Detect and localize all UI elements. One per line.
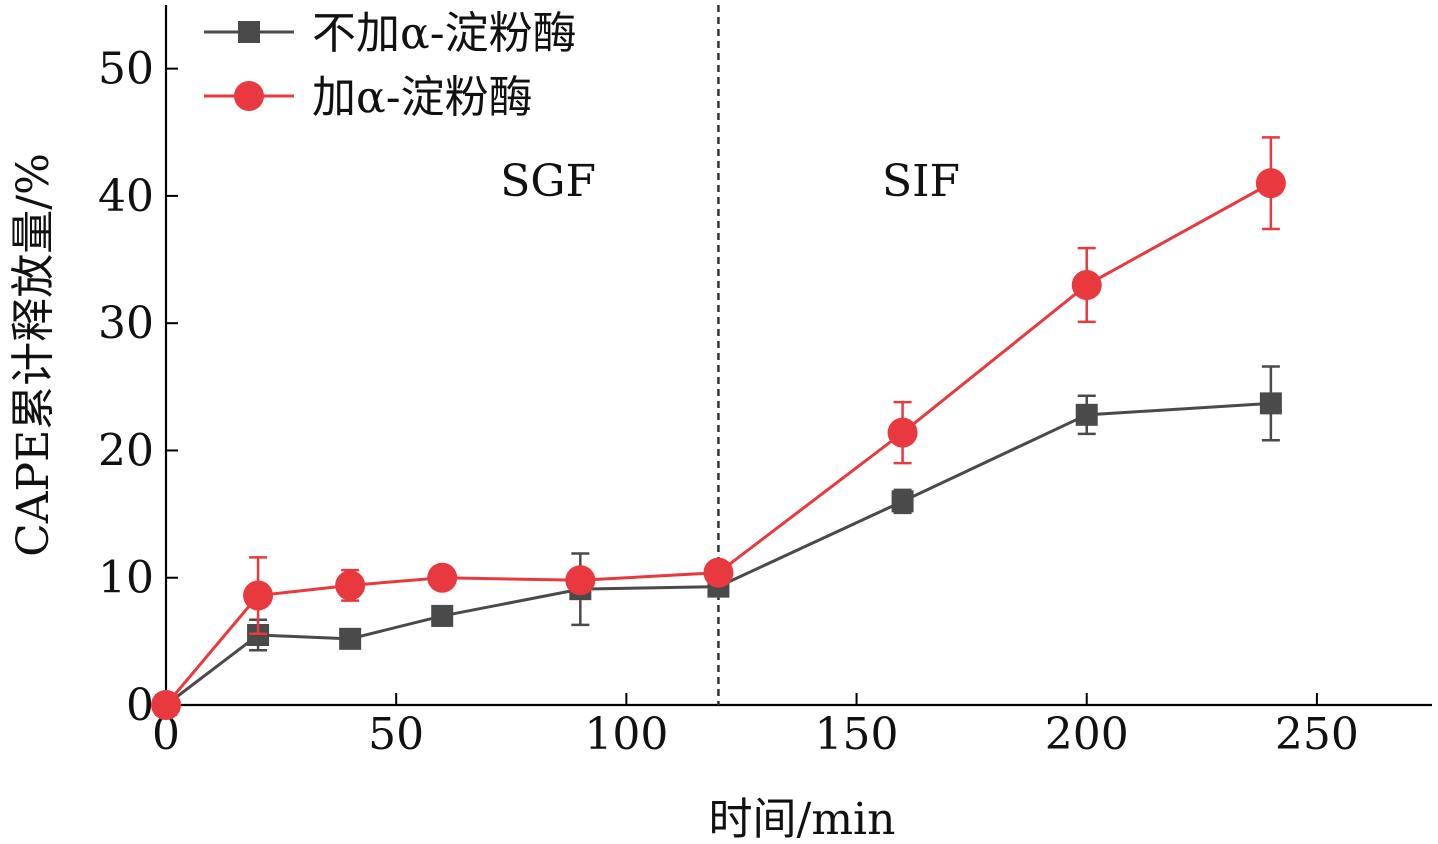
series-2	[151, 136, 1286, 720]
data-point	[1259, 392, 1282, 415]
data-point	[335, 570, 366, 601]
x-tick-label: 50	[368, 709, 424, 760]
legend-label: 加α-淀粉酶	[312, 72, 533, 123]
x-tick-label: 100	[584, 709, 668, 760]
x-tick-label: 200	[1045, 709, 1129, 760]
y-tick-label: 40	[98, 171, 154, 222]
data-point	[151, 690, 181, 720]
data-point	[1071, 270, 1102, 300]
data-point	[247, 624, 270, 646]
data-point	[431, 604, 454, 627]
data-point	[339, 627, 362, 650]
y-tick-label: 50	[98, 44, 154, 95]
region-label-sif: SIF	[882, 156, 960, 207]
legend-item-1: 不加α-淀粉酶	[204, 8, 577, 59]
data-point	[1075, 403, 1098, 426]
x-tick-label: 250	[1275, 709, 1359, 760]
data-point	[887, 417, 918, 448]
y-tick-label: 30	[98, 298, 154, 349]
series-layer	[151, 136, 1286, 720]
data-point	[427, 562, 458, 593]
y-tick-label: 20	[98, 425, 154, 476]
data-point	[1255, 168, 1286, 199]
data-point	[703, 557, 734, 588]
y-tick-label: 0	[126, 680, 154, 731]
x-axis-title: 时间/min	[709, 794, 896, 844]
x-tick-label: 150	[815, 709, 899, 760]
legend-label: 不加α-淀粉酶	[312, 8, 577, 59]
data-point	[243, 580, 274, 611]
data-point	[565, 565, 596, 596]
legend-item-2: 加α-淀粉酶	[204, 72, 533, 123]
y-tick-label: 10	[98, 553, 154, 604]
region-layer: SGF SIF	[500, 5, 960, 705]
legend-marker	[238, 21, 260, 43]
data-point	[891, 490, 914, 513]
legend-marker	[234, 81, 264, 111]
y-axis-title: CAPE累计释放量/%	[8, 153, 59, 557]
region-label-sgf: SGF	[500, 156, 596, 207]
